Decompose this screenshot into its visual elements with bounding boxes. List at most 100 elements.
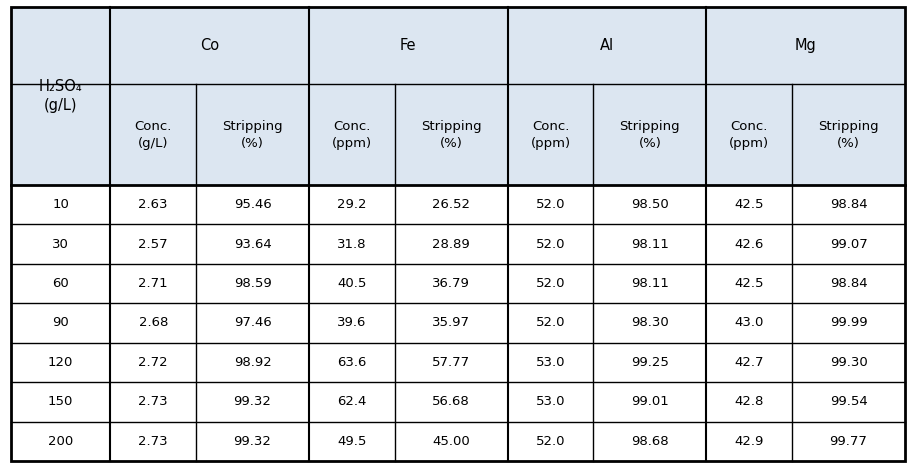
Bar <box>594 264 706 303</box>
Text: Conc.
(ppm): Conc. (ppm) <box>729 119 769 150</box>
Text: 2.63: 2.63 <box>138 198 168 211</box>
Bar <box>196 422 309 461</box>
Bar <box>507 84 594 185</box>
Text: 42.6: 42.6 <box>735 238 764 250</box>
Text: 57.77: 57.77 <box>432 356 470 369</box>
Bar <box>196 224 309 264</box>
Text: 52.0: 52.0 <box>536 198 565 211</box>
Bar <box>507 264 594 303</box>
Text: 99.99: 99.99 <box>830 316 867 329</box>
Text: 2.57: 2.57 <box>138 238 168 250</box>
Bar <box>395 382 507 422</box>
Bar <box>11 382 110 422</box>
Bar <box>309 224 395 264</box>
Bar <box>507 7 706 84</box>
Text: 200: 200 <box>48 435 73 448</box>
Text: 42.5: 42.5 <box>735 198 764 211</box>
Bar <box>395 224 507 264</box>
Bar <box>594 224 706 264</box>
Text: 2.68: 2.68 <box>138 316 168 329</box>
Text: 45.00: 45.00 <box>432 435 470 448</box>
Bar <box>309 84 395 185</box>
Text: 40.5: 40.5 <box>337 277 366 290</box>
Text: 53.0: 53.0 <box>536 395 565 408</box>
Bar <box>395 185 507 224</box>
Text: 29.2: 29.2 <box>337 198 366 211</box>
Bar <box>196 84 309 185</box>
Text: Stripping
(%): Stripping (%) <box>420 119 482 150</box>
Bar <box>706 303 792 343</box>
Bar <box>594 422 706 461</box>
Bar <box>706 7 905 84</box>
Text: 93.64: 93.64 <box>234 238 271 250</box>
Text: 98.50: 98.50 <box>631 198 669 211</box>
Text: 99.32: 99.32 <box>234 395 271 408</box>
Bar <box>507 185 594 224</box>
Text: 42.9: 42.9 <box>735 435 764 448</box>
Bar <box>309 303 395 343</box>
Text: 52.0: 52.0 <box>536 316 565 329</box>
Text: 26.52: 26.52 <box>432 198 470 211</box>
Text: Co: Co <box>200 38 219 53</box>
Text: 56.68: 56.68 <box>432 395 470 408</box>
Text: 52.0: 52.0 <box>536 277 565 290</box>
Bar <box>594 185 706 224</box>
Text: Fe: Fe <box>400 38 417 53</box>
Text: 42.8: 42.8 <box>735 395 764 408</box>
Bar <box>196 303 309 343</box>
Text: 99.01: 99.01 <box>631 395 669 408</box>
Text: 28.89: 28.89 <box>432 238 470 250</box>
Bar <box>792 382 905 422</box>
Bar <box>11 224 110 264</box>
Text: 90: 90 <box>52 316 69 329</box>
Bar <box>196 264 309 303</box>
Bar <box>792 303 905 343</box>
Bar <box>110 84 196 185</box>
Bar <box>11 343 110 382</box>
Text: 42.5: 42.5 <box>735 277 764 290</box>
Text: 30: 30 <box>52 238 69 250</box>
Bar <box>395 84 507 185</box>
Text: Stripping
(%): Stripping (%) <box>223 119 283 150</box>
Bar <box>395 264 507 303</box>
Text: 42.7: 42.7 <box>735 356 764 369</box>
Text: 98.30: 98.30 <box>631 316 669 329</box>
Bar <box>792 264 905 303</box>
Text: 120: 120 <box>48 356 73 369</box>
Bar <box>110 185 196 224</box>
Bar <box>706 382 792 422</box>
Bar <box>309 264 395 303</box>
Bar <box>395 303 507 343</box>
Bar <box>11 422 110 461</box>
Bar <box>792 84 905 185</box>
Text: 98.84: 98.84 <box>830 277 867 290</box>
Text: 52.0: 52.0 <box>536 435 565 448</box>
Text: 99.07: 99.07 <box>830 238 867 250</box>
Text: 43.0: 43.0 <box>735 316 764 329</box>
Bar <box>309 382 395 422</box>
Bar <box>507 422 594 461</box>
Text: 62.4: 62.4 <box>337 395 366 408</box>
Bar <box>792 224 905 264</box>
Text: Al: Al <box>600 38 614 53</box>
Bar <box>309 422 395 461</box>
Bar <box>196 185 309 224</box>
Text: 98.92: 98.92 <box>234 356 271 369</box>
Bar <box>110 343 196 382</box>
Text: 35.97: 35.97 <box>432 316 470 329</box>
Bar <box>395 422 507 461</box>
Text: Stripping
(%): Stripping (%) <box>619 119 681 150</box>
Text: Conc.
(ppm): Conc. (ppm) <box>530 119 571 150</box>
Text: 39.6: 39.6 <box>337 316 366 329</box>
Bar <box>309 7 507 84</box>
Text: 49.5: 49.5 <box>337 435 366 448</box>
Bar <box>110 303 196 343</box>
Text: 150: 150 <box>48 395 73 408</box>
Bar <box>110 382 196 422</box>
Text: 10: 10 <box>52 198 69 211</box>
Text: 99.25: 99.25 <box>631 356 669 369</box>
Bar <box>395 343 507 382</box>
Text: 36.79: 36.79 <box>432 277 470 290</box>
Bar <box>11 185 110 224</box>
Bar <box>594 343 706 382</box>
